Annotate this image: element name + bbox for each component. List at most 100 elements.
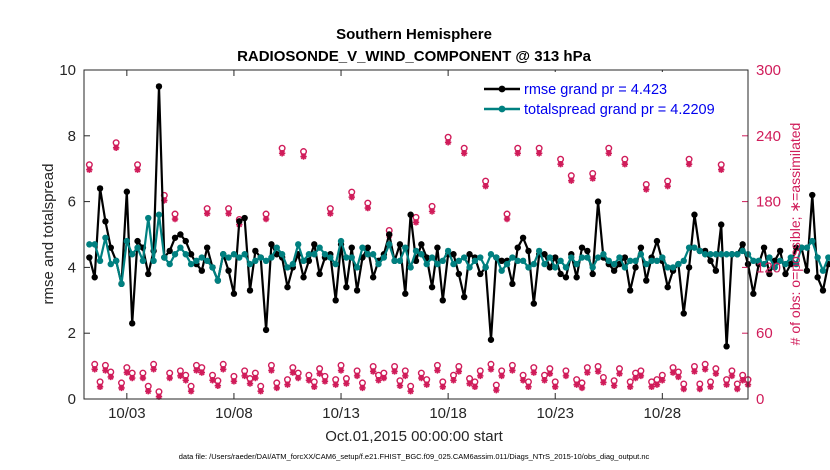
totalspread-point bbox=[91, 241, 98, 248]
obs-assimilated-point bbox=[128, 374, 136, 382]
obs-assimilated-point bbox=[187, 388, 195, 395]
obs-assimilated-point bbox=[193, 367, 200, 374]
y-tick-label-left: 6 bbox=[68, 194, 76, 211]
totalspread-point bbox=[482, 264, 489, 271]
totalspread-point bbox=[776, 257, 784, 265]
rmse-point bbox=[96, 185, 104, 192]
obs-assimilated-point bbox=[294, 374, 302, 382]
rmse-point bbox=[107, 244, 114, 251]
rmse-point bbox=[680, 310, 687, 317]
obs-assimilated-point bbox=[311, 383, 318, 391]
totalspread-point bbox=[348, 254, 355, 261]
obs-assimilated-point bbox=[514, 150, 521, 157]
obs-assimilated-point bbox=[139, 374, 147, 382]
rmse-point bbox=[439, 297, 446, 304]
totalspread-point bbox=[814, 254, 821, 261]
totalspread-point bbox=[525, 264, 532, 271]
totalspread-point bbox=[107, 260, 114, 268]
totalspread-point bbox=[509, 254, 516, 261]
totalspread-point bbox=[316, 244, 323, 251]
totalspread-point bbox=[300, 257, 307, 265]
rmse-point bbox=[541, 251, 548, 258]
rmse-point bbox=[466, 251, 473, 258]
totalspread-point bbox=[605, 257, 612, 265]
chart-title: Southern Hemisphere bbox=[336, 26, 492, 43]
totalspread-point bbox=[364, 251, 372, 258]
y-tick-label-right: 240 bbox=[756, 128, 781, 145]
totalspread-point bbox=[728, 251, 736, 258]
obs-assimilated-point bbox=[568, 177, 575, 184]
rmse-point bbox=[418, 241, 425, 248]
totalspread-point bbox=[311, 251, 318, 258]
totalspread-point bbox=[161, 254, 168, 261]
totalspread-point bbox=[771, 264, 778, 271]
obs-assimilated-point bbox=[203, 210, 211, 217]
totalspread-point bbox=[696, 247, 704, 255]
obs-assimilated-point bbox=[182, 377, 189, 384]
rmse-point bbox=[402, 290, 409, 297]
rmse-point bbox=[750, 290, 757, 297]
rmse-point bbox=[177, 231, 184, 238]
totalspread-point bbox=[246, 260, 254, 268]
totalspread-point bbox=[514, 257, 521, 265]
totalspread-point bbox=[423, 260, 430, 268]
rmse-point bbox=[557, 270, 564, 278]
obs-count-layer bbox=[85, 133, 752, 400]
rmse-point bbox=[546, 264, 554, 271]
obs-assimilated-point bbox=[680, 385, 687, 393]
y-tick-label-right: 120 bbox=[756, 259, 781, 276]
totalspread-point bbox=[284, 264, 291, 271]
obs-assimilated-point bbox=[289, 369, 297, 376]
totalspread-point bbox=[450, 260, 457, 268]
rmse-point bbox=[723, 343, 730, 350]
rmse-point bbox=[236, 218, 243, 225]
totalspread-point bbox=[375, 260, 382, 268]
rmse-point bbox=[610, 267, 618, 274]
rmse-point bbox=[621, 254, 629, 261]
totalspread-point bbox=[321, 251, 329, 258]
rmse-point bbox=[562, 274, 570, 281]
data-file-footnote: data file: /Users/raeder/DAI/ATM_forcXX/… bbox=[179, 452, 650, 461]
obs-assimilated-point bbox=[616, 370, 623, 377]
totalspread-point bbox=[268, 254, 275, 261]
obs-assimilated-point bbox=[364, 204, 372, 212]
obs-assimilated-point bbox=[391, 368, 398, 375]
rmse-point bbox=[632, 264, 639, 271]
obs-assimilated-point bbox=[675, 373, 682, 381]
totalspread-point bbox=[343, 254, 350, 261]
obs-assimilated-point bbox=[155, 393, 163, 400]
totalspread-point bbox=[241, 251, 248, 258]
y-tick-label-right: 60 bbox=[756, 325, 773, 342]
totalspread-point bbox=[739, 247, 746, 255]
rmse-point bbox=[514, 244, 521, 251]
y-axis-label-left: rmse and totalspread bbox=[40, 164, 57, 305]
totalspread-point bbox=[402, 244, 409, 251]
rmse-point bbox=[187, 251, 195, 258]
totalspread-point bbox=[102, 234, 109, 241]
obs-assimilated-point bbox=[498, 372, 505, 380]
totalspread-point bbox=[380, 254, 388, 261]
obs-assimilated-point bbox=[369, 368, 377, 375]
obs-assimilated-point bbox=[230, 378, 238, 385]
obs-assimilated-point bbox=[112, 144, 120, 151]
totalspread-point bbox=[766, 254, 773, 261]
obs-assimilated-point bbox=[707, 383, 714, 391]
totalspread-point bbox=[337, 237, 345, 245]
obs-assimilated-point bbox=[653, 381, 661, 388]
obs-assimilated-point bbox=[471, 383, 479, 391]
obs-assimilated-point bbox=[214, 382, 222, 389]
totalspread-point bbox=[278, 251, 286, 258]
obs-assimilated-point bbox=[664, 182, 671, 190]
rmse-point bbox=[434, 244, 441, 251]
rmse-point bbox=[123, 188, 131, 195]
rmse-point bbox=[782, 270, 789, 278]
totalspread-point bbox=[166, 260, 173, 268]
rmse-point bbox=[594, 198, 602, 205]
totalspread-point bbox=[610, 260, 618, 268]
totalspread-point bbox=[487, 251, 495, 258]
totalspread-point bbox=[792, 260, 800, 268]
totalspread-point bbox=[718, 251, 725, 258]
rmse-point bbox=[552, 254, 559, 261]
totalspread-point bbox=[332, 260, 339, 268]
rmse-point bbox=[792, 244, 800, 251]
